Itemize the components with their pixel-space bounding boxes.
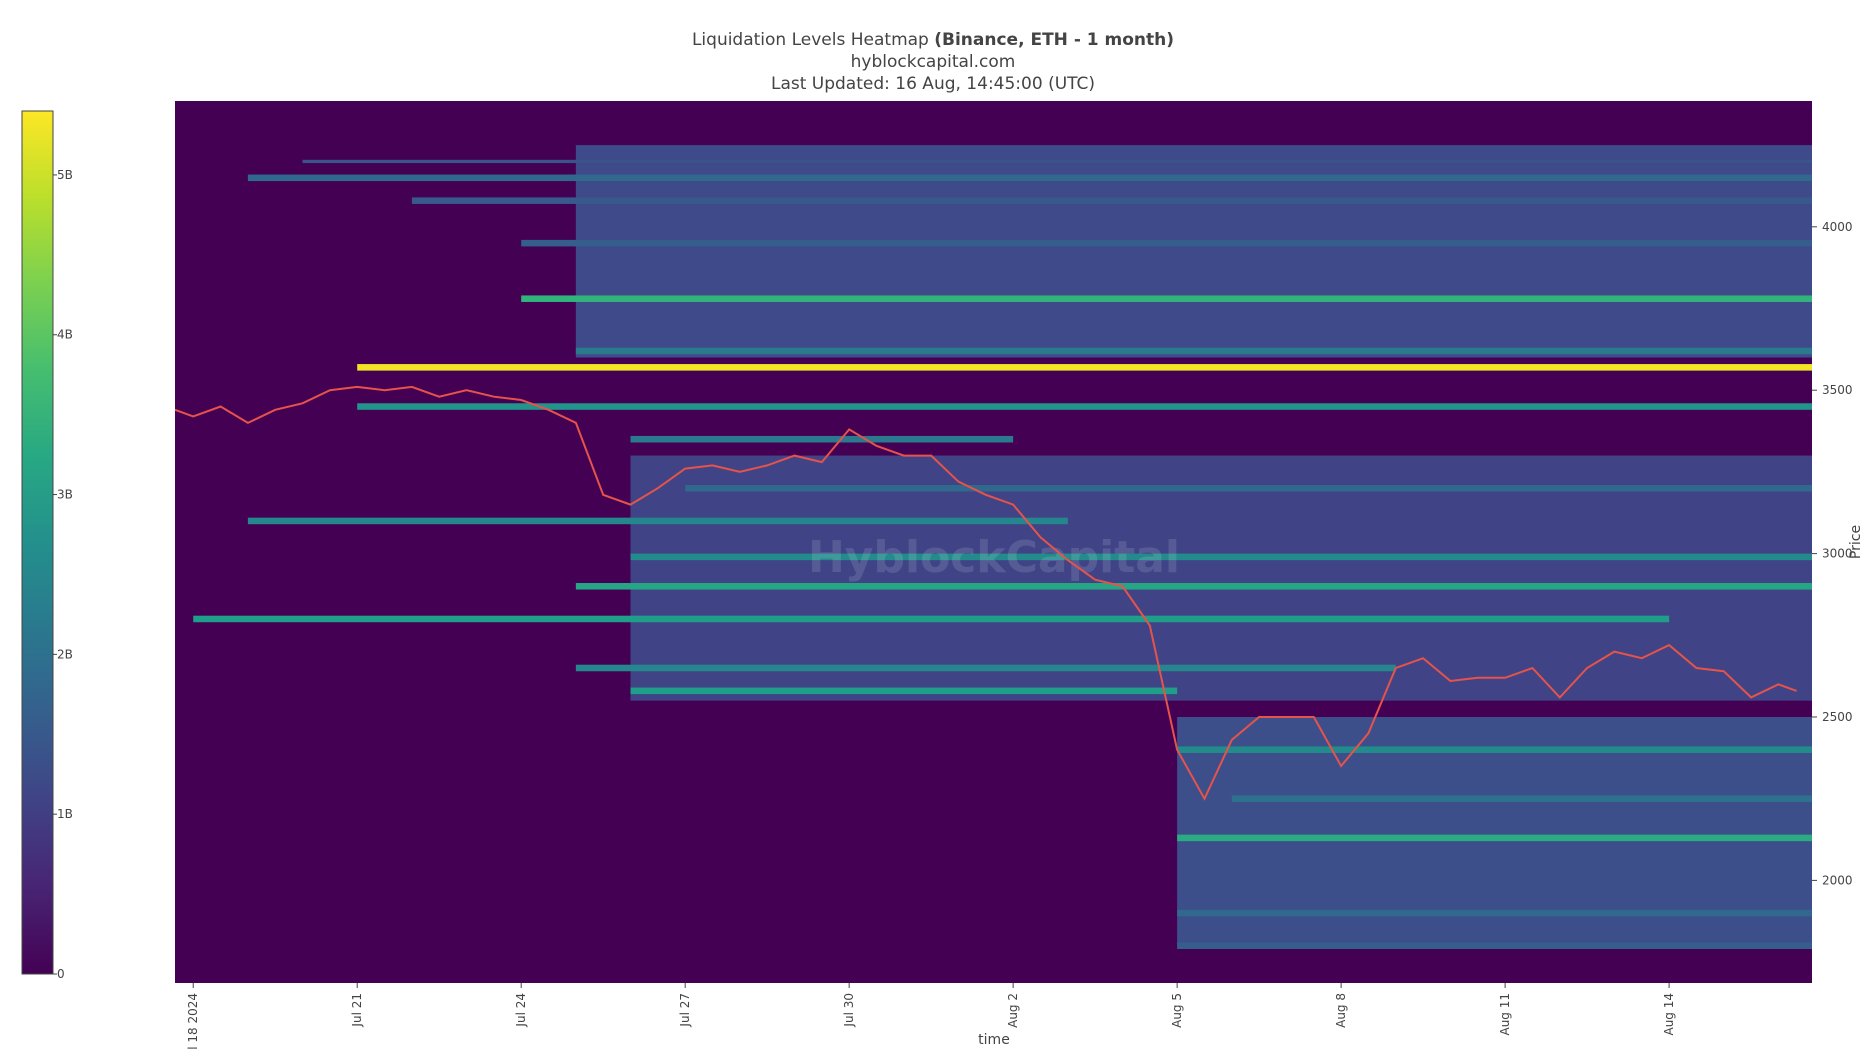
title-main: Liquidation Levels Heatmap: [692, 30, 929, 50]
heat-band: [630, 455, 1812, 701]
heat-band: [247, 174, 1812, 182]
heat-band: [302, 159, 1812, 164]
x-tick-label: Aug 14: [1662, 993, 1676, 1036]
x-tick-label: Jul 18 2024: [186, 993, 200, 1050]
price-line: [174, 385, 1797, 801]
colorbar-tick-label: 1B: [57, 807, 73, 821]
heat-band: [630, 553, 1812, 561]
heat-band: [411, 197, 1812, 204]
heat-band: [1177, 942, 1812, 950]
heat-band: [247, 517, 1068, 525]
heat-band: [1177, 834, 1812, 842]
heat-band: [1177, 716, 1812, 946]
x-tick-label: Jul 21: [350, 993, 364, 1028]
title-bold: (Binance, ETH - 1 month): [934, 30, 1174, 50]
heat-band: [1231, 795, 1812, 802]
y-tick-label: 2500: [1822, 710, 1853, 724]
heat-band: [685, 484, 1813, 492]
y-tick-label: 3000: [1822, 547, 1853, 561]
x-tick-label: Jul 30: [842, 993, 856, 1028]
y-tick-label: 3500: [1822, 383, 1853, 397]
heat-band: [1177, 746, 1812, 753]
y-tick-label: 2000: [1822, 873, 1853, 887]
x-tick-label: Aug 5: [1170, 993, 1184, 1028]
heat-band: [521, 295, 1812, 302]
subtitle: hyblockcapital.com: [851, 52, 1016, 72]
watermark: HyblockCapital: [808, 532, 1180, 583]
x-tick-label: Aug 8: [1334, 993, 1348, 1028]
x-tick-label: Jul 24: [514, 993, 528, 1028]
x-axis-label: time: [978, 1032, 1010, 1048]
heat-band: [357, 364, 1813, 371]
colorbar-tick-label: 0: [57, 967, 65, 981]
chart-title: Liquidation Levels Heatmap (Binance, ETH…: [692, 30, 1174, 50]
updated: Last Updated: 16 Aug, 14:45:00 (UTC): [771, 74, 1095, 94]
x-tick-label: Aug 11: [1498, 993, 1512, 1036]
heat-band: [630, 435, 1014, 443]
heat-band: [1177, 909, 1812, 917]
colorbar: [21, 110, 54, 975]
heat-band: [575, 664, 1396, 672]
heat-band: [630, 687, 1178, 695]
heat-band: [521, 239, 1812, 247]
y-tick-label: 4000: [1822, 220, 1853, 234]
x-tick-label: Aug 2: [1006, 993, 1020, 1028]
colorbar-tick-label: 4B: [57, 328, 73, 342]
heat-band: [193, 615, 1670, 623]
colorbar-tick-label: 2B: [57, 647, 73, 661]
y-axis-label: Price: [1848, 525, 1864, 559]
heat-band: [575, 583, 1812, 590]
x-tick-label: Jul 27: [678, 993, 692, 1028]
heat-band: [357, 403, 1813, 410]
heat-band: [575, 347, 1812, 355]
colorbar-tick-label: 5B: [57, 168, 73, 182]
colorbar-tick-label: 3B: [57, 488, 73, 502]
